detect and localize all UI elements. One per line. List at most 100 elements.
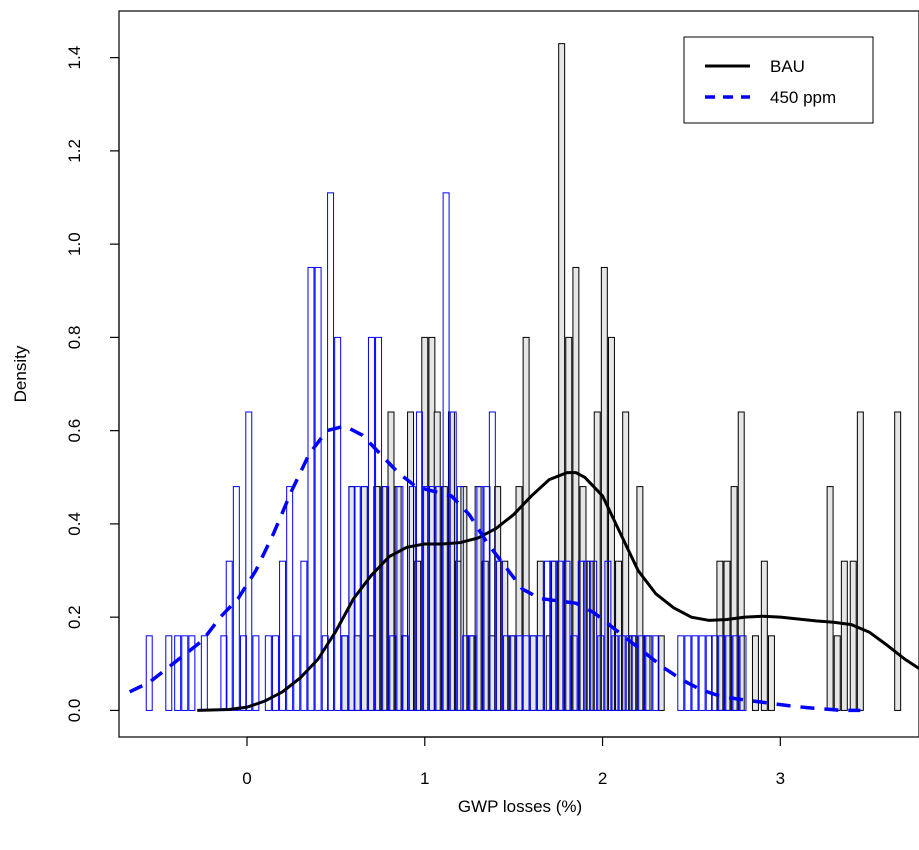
450ppm-bar bbox=[462, 635, 470, 711]
y-axis: 0.0 0.2 0.4 0.6 0.8 1.0 1.2 1.4 bbox=[65, 46, 120, 723]
bau-bar bbox=[767, 635, 775, 711]
450ppm-bar bbox=[145, 635, 153, 711]
bau-bar bbox=[856, 411, 864, 711]
bau-bar bbox=[522, 336, 530, 711]
bau-bar bbox=[622, 411, 630, 711]
y-tick-label: 1.0 bbox=[65, 232, 84, 256]
450ppm-bar bbox=[563, 560, 571, 711]
450ppm-bar bbox=[334, 336, 342, 711]
450ppm-bar bbox=[691, 635, 699, 711]
plot-area bbox=[128, 43, 919, 713]
450ppm-bar bbox=[327, 192, 335, 711]
bau-bar bbox=[833, 635, 841, 711]
450ppm-bar bbox=[684, 635, 692, 711]
450ppm-bar bbox=[174, 635, 182, 711]
legend-450ppm-label: 450 ppm bbox=[770, 88, 836, 107]
450ppm-bar bbox=[456, 486, 464, 711]
450ppm-bar bbox=[625, 635, 633, 711]
450ppm-bar bbox=[307, 266, 315, 711]
y-tick-label: 0.6 bbox=[65, 419, 84, 443]
bau-bar bbox=[529, 635, 537, 711]
450ppm-bar bbox=[428, 486, 436, 711]
bau-bar bbox=[460, 486, 468, 711]
bau-density-curve bbox=[197, 471, 919, 712]
450ppm-bar bbox=[341, 635, 349, 711]
y-tick-label: 0.4 bbox=[65, 512, 84, 536]
450ppm-bar bbox=[604, 560, 612, 711]
450ppm-histogram-bars bbox=[145, 192, 747, 711]
bau-bar bbox=[840, 560, 848, 711]
450ppm-bar bbox=[286, 486, 294, 711]
450ppm-bar bbox=[732, 635, 740, 711]
450ppm-bar bbox=[618, 635, 626, 711]
450ppm-density-curve bbox=[128, 424, 861, 713]
450ppm-bar bbox=[711, 635, 719, 711]
450ppm-bar bbox=[188, 635, 196, 711]
450ppm-bar bbox=[382, 486, 390, 711]
450ppm-bar bbox=[570, 635, 578, 711]
450ppm-bar bbox=[181, 635, 189, 711]
y-tick-label: 1.4 bbox=[65, 46, 84, 70]
450ppm-bar bbox=[314, 266, 322, 711]
y-tick-label: 0.2 bbox=[65, 605, 84, 629]
bau-bar bbox=[657, 635, 665, 711]
450ppm-bar bbox=[293, 635, 301, 711]
450ppm-bar bbox=[718, 635, 726, 711]
450ppm-bar bbox=[435, 486, 443, 711]
x-tick-label: 0 bbox=[242, 769, 251, 788]
450ppm-bar bbox=[549, 560, 557, 711]
bau-bar bbox=[760, 560, 768, 711]
450ppm-bar bbox=[577, 560, 585, 711]
450ppm-bar bbox=[510, 635, 518, 711]
450ppm-bar bbox=[449, 411, 457, 711]
bau-bar bbox=[579, 486, 587, 711]
bau-bar bbox=[360, 486, 368, 711]
450ppm-bar bbox=[725, 635, 733, 711]
450ppm-bar bbox=[252, 635, 260, 711]
450ppm-bar bbox=[705, 635, 713, 711]
legend-bau-label: BAU bbox=[770, 57, 805, 76]
450ppm-bar bbox=[165, 635, 173, 711]
450ppm-bar bbox=[442, 192, 450, 711]
450ppm-bar bbox=[645, 635, 653, 711]
legend: BAU 450 ppm bbox=[683, 36, 874, 124]
450ppm-bar bbox=[423, 486, 431, 711]
450ppm-bar bbox=[264, 635, 272, 711]
x-tick-label: 2 bbox=[598, 769, 607, 788]
bau-bar bbox=[751, 635, 759, 711]
y-axis-label: Density bbox=[11, 345, 30, 402]
450ppm-bar bbox=[401, 635, 409, 711]
bau-bar bbox=[894, 411, 902, 711]
450ppm-bar bbox=[321, 635, 329, 711]
450ppm-bar bbox=[279, 560, 287, 711]
450ppm-bar bbox=[677, 635, 685, 711]
450ppm-bar bbox=[590, 560, 598, 711]
450ppm-bar bbox=[271, 635, 279, 711]
y-tick-label: 0.0 bbox=[65, 699, 84, 723]
450ppm-bar bbox=[515, 635, 523, 711]
450ppm-bar bbox=[367, 336, 375, 711]
450ppm-bar bbox=[375, 336, 383, 711]
y-tick-label: 0.8 bbox=[65, 326, 84, 350]
450ppm-bar bbox=[476, 486, 484, 711]
450ppm-bar bbox=[408, 486, 416, 711]
bau-bar bbox=[600, 266, 608, 711]
450ppm-bar bbox=[597, 635, 605, 711]
450ppm-bar bbox=[483, 486, 491, 711]
450ppm-bar bbox=[536, 635, 544, 711]
x-tick-label: 3 bbox=[776, 769, 785, 788]
bau-bar bbox=[607, 336, 615, 711]
bau-bar bbox=[826, 486, 834, 711]
450ppm-bar bbox=[415, 411, 423, 711]
450ppm-bar bbox=[611, 635, 619, 711]
450ppm-bar bbox=[239, 635, 247, 711]
450ppm-bar bbox=[529, 635, 537, 711]
450ppm-bar bbox=[739, 635, 747, 711]
450ppm-bar bbox=[245, 411, 253, 711]
450ppm-bar bbox=[488, 411, 496, 711]
bau-bar bbox=[586, 560, 594, 711]
x-axis: 0 1 2 3 bbox=[242, 736, 785, 788]
y-tick-label: 1.2 bbox=[65, 139, 84, 163]
